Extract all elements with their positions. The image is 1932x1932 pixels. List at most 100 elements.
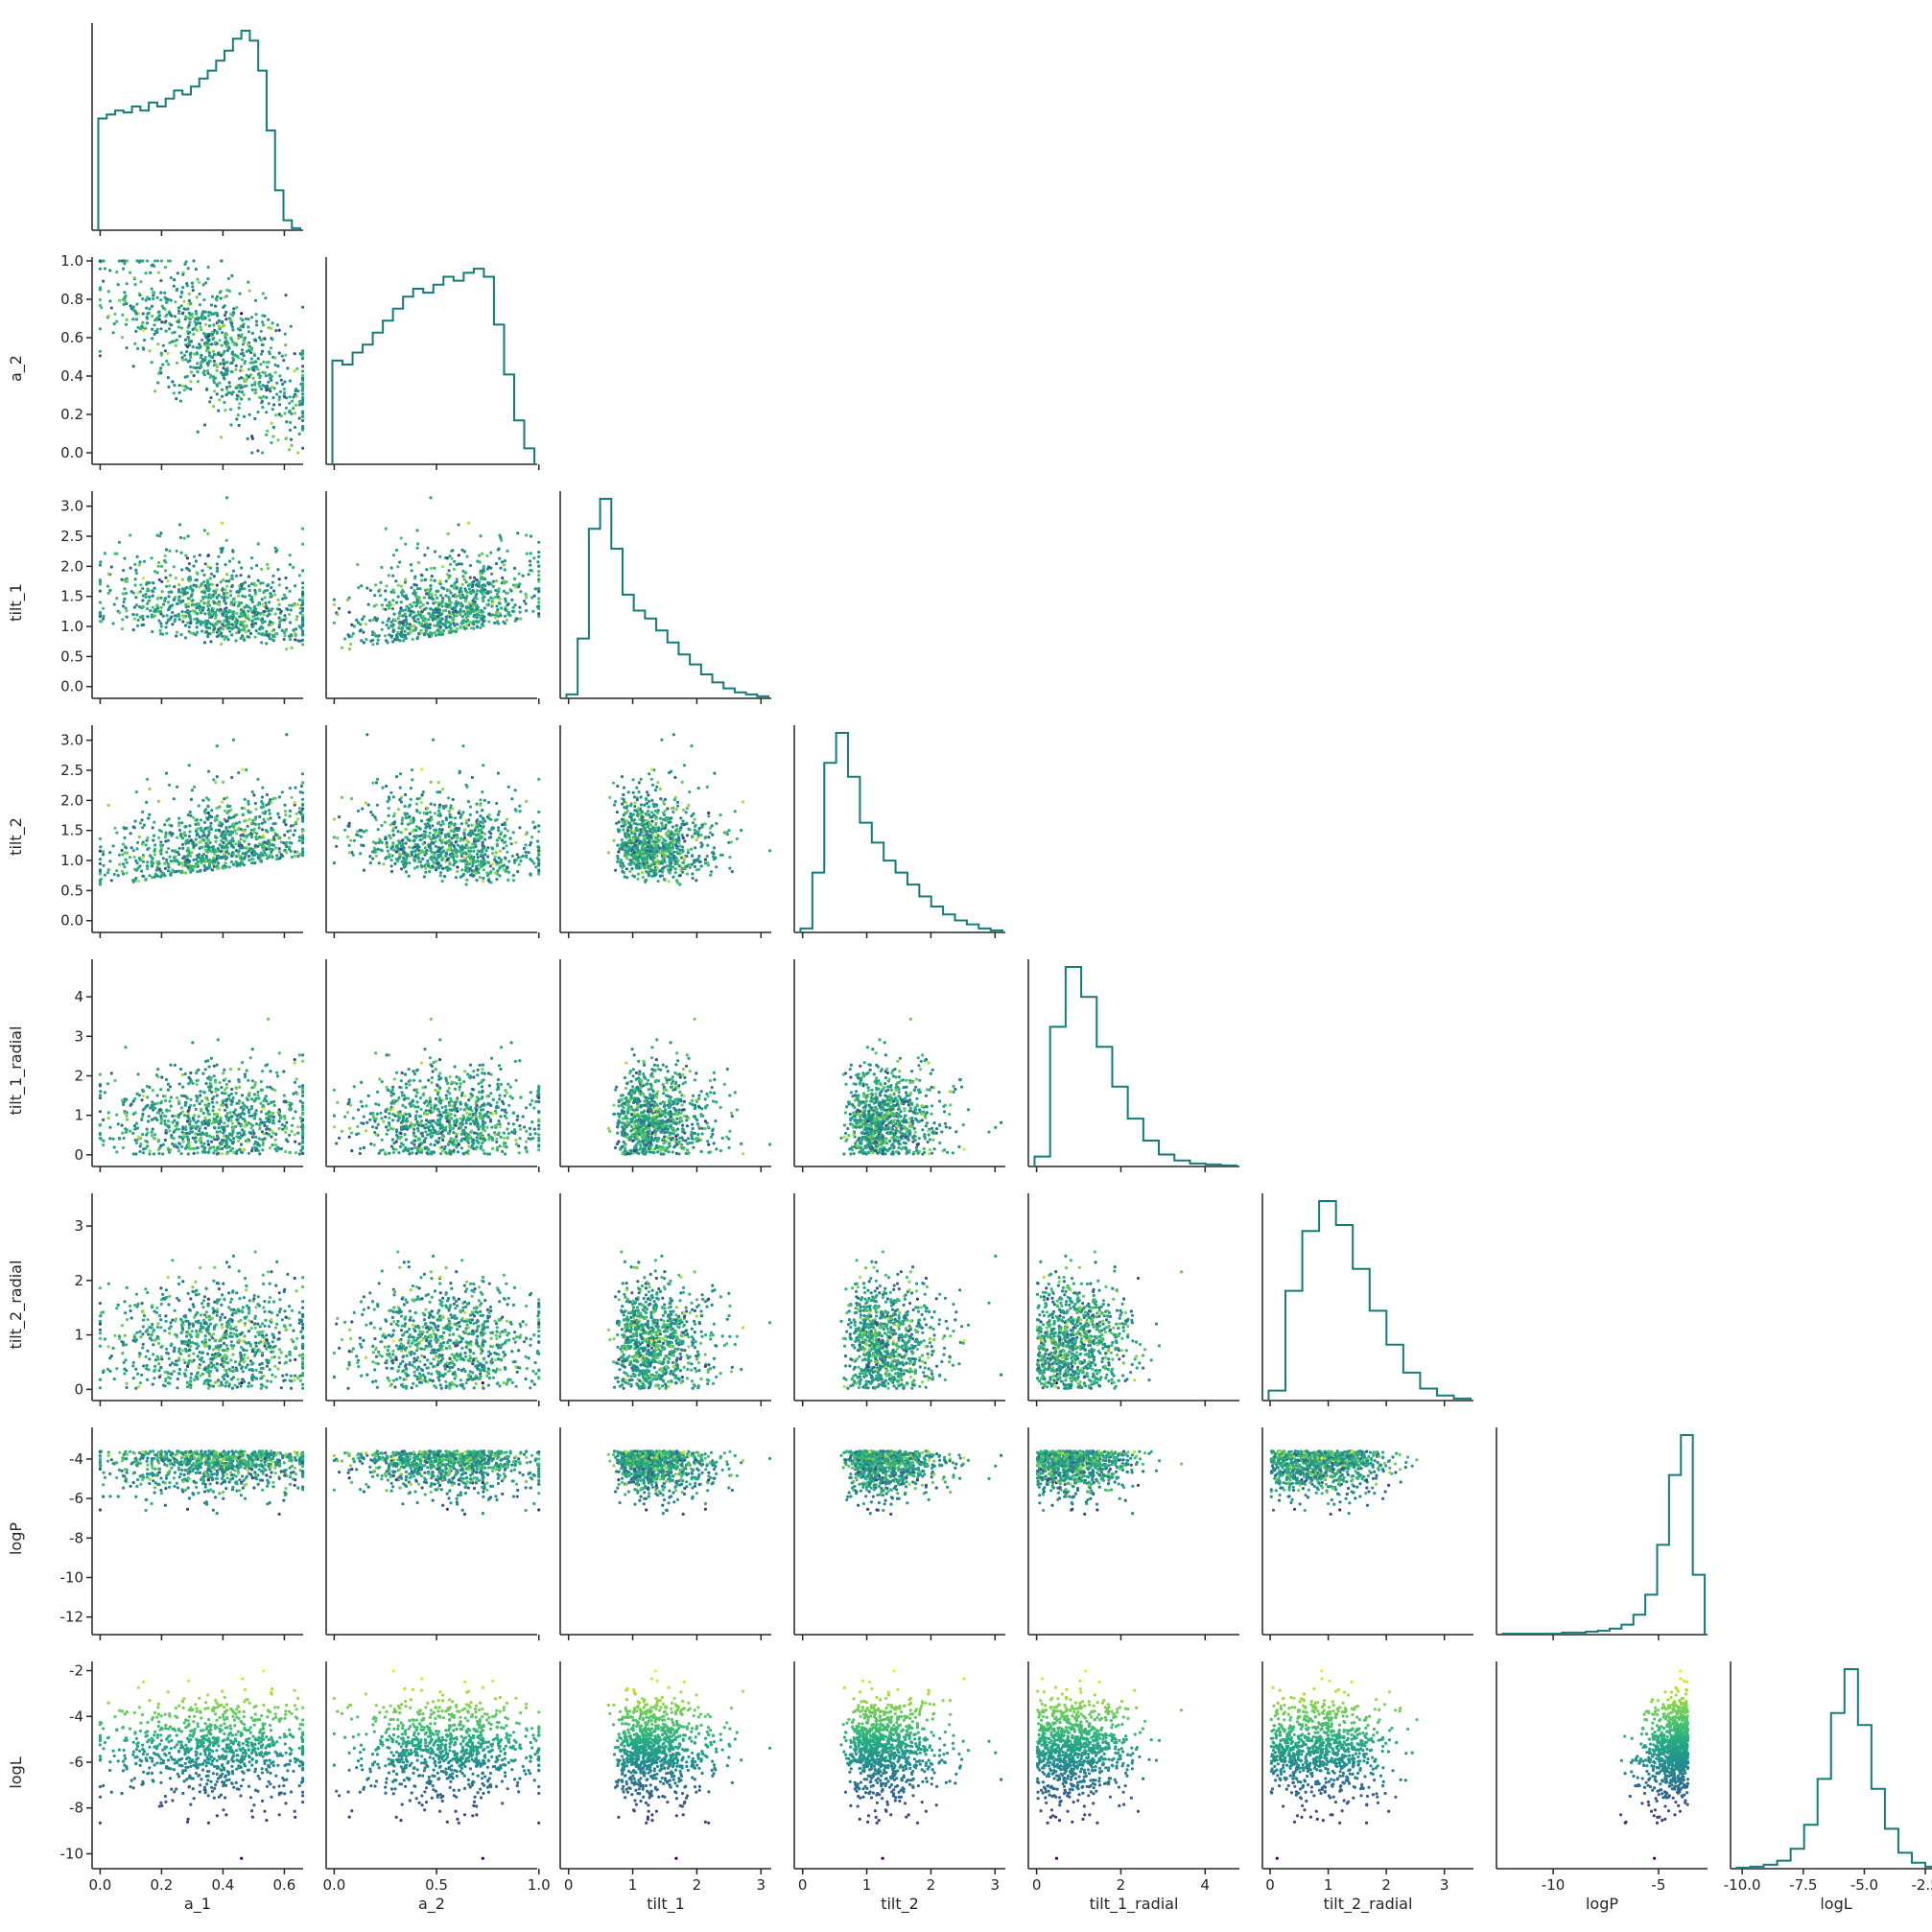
scatter-point <box>178 523 181 526</box>
scatter-point <box>447 796 450 799</box>
scatter-point <box>99 883 102 885</box>
scatter-point <box>525 597 528 600</box>
scatter-point <box>537 570 540 573</box>
scatter-point <box>211 295 214 298</box>
scatter-point <box>170 299 173 302</box>
y-axis-label-a_2: a_2 <box>7 355 26 382</box>
scatter-point <box>110 879 113 882</box>
scatter-point <box>247 618 250 621</box>
scatter-point <box>278 625 281 628</box>
scatter-point <box>249 362 252 365</box>
scatter-point <box>368 855 371 858</box>
scatter-point <box>365 829 367 832</box>
scatter-point <box>165 632 168 635</box>
scatter-point <box>238 844 241 847</box>
scatter-point <box>231 328 234 331</box>
scatter-point <box>495 802 498 805</box>
scatter-point <box>124 299 127 302</box>
scatter-point <box>211 846 214 849</box>
scatter-point <box>122 259 125 262</box>
scatter-point <box>436 615 439 618</box>
scatter-point <box>251 366 254 369</box>
scatter-point <box>496 838 499 841</box>
scatter-point <box>146 589 149 592</box>
scatter-point <box>240 855 243 858</box>
scatter-point <box>196 863 199 866</box>
scatter-point <box>212 405 215 408</box>
scatter-point <box>142 329 145 332</box>
scatter-point <box>375 603 378 606</box>
scatter-point <box>465 555 468 558</box>
scatter-point <box>134 569 137 572</box>
scatter-point <box>301 586 304 589</box>
scatter-point <box>157 561 160 564</box>
scatter-point <box>132 849 135 852</box>
scatter-point <box>222 578 224 581</box>
scatter-point <box>240 325 243 328</box>
scatter-point <box>199 325 201 328</box>
scatter-point <box>375 619 378 622</box>
scatter-point <box>260 860 263 863</box>
scatter-point <box>243 807 246 810</box>
scatter-point <box>220 548 223 551</box>
scatter-point <box>155 317 158 319</box>
scatter-point <box>237 334 240 337</box>
scatter-point <box>177 817 180 820</box>
scatter-point <box>379 581 382 584</box>
scatter-point <box>274 371 277 374</box>
scatter-point <box>407 823 410 826</box>
scatter-point <box>209 311 212 314</box>
scatter-point <box>154 330 157 333</box>
scatter-point <box>432 841 435 844</box>
scatter-point <box>513 567 516 570</box>
scatter-point <box>228 381 231 384</box>
scatter-point <box>244 830 247 833</box>
scatter-point <box>518 805 521 808</box>
scatter-point <box>294 412 296 414</box>
scatter-point <box>218 325 221 328</box>
scatter-point <box>390 864 393 867</box>
scatter-point <box>270 586 272 589</box>
scatter-point <box>213 575 216 577</box>
scatter-point <box>444 805 447 808</box>
scatter-point <box>384 608 387 611</box>
scatter-point <box>258 385 261 388</box>
scatter-point <box>201 318 204 320</box>
scatter-point <box>176 320 178 323</box>
scatter-point <box>202 298 205 301</box>
scatter-point <box>504 615 507 618</box>
scatter-point <box>441 601 444 604</box>
scatter-point <box>218 602 221 605</box>
scatter-point <box>208 832 211 835</box>
scatter-point <box>257 579 260 582</box>
scatter-point <box>164 319 167 322</box>
scatter-point <box>201 855 204 858</box>
scatter-point <box>448 810 451 813</box>
scatter-point <box>505 844 507 847</box>
scatter-point <box>248 290 251 293</box>
scatter-point <box>525 533 528 536</box>
scatter-point <box>292 566 295 569</box>
scatter-point <box>353 839 356 842</box>
scatter-point <box>247 629 250 632</box>
scatter-point <box>616 860 619 863</box>
scatter-point <box>272 403 275 406</box>
scatter-point <box>250 556 253 559</box>
scatter-point <box>99 601 102 604</box>
scatter-point <box>409 804 412 807</box>
panel-tilt_1-vs-tilt_1 <box>560 491 771 704</box>
scatter-point <box>152 838 154 841</box>
scatter-point <box>107 573 110 576</box>
scatter-point <box>537 873 540 876</box>
scatter-point <box>188 321 191 324</box>
scatter-point <box>709 874 712 877</box>
scatter-point <box>216 814 219 817</box>
scatter-point <box>442 609 445 612</box>
scatter-point <box>530 836 533 838</box>
scatter-point <box>278 352 281 355</box>
scatter-point <box>695 838 698 841</box>
scatter-point <box>230 321 233 324</box>
scatter-point <box>386 845 389 848</box>
scatter-point <box>298 599 301 601</box>
scatter-point <box>412 830 414 833</box>
